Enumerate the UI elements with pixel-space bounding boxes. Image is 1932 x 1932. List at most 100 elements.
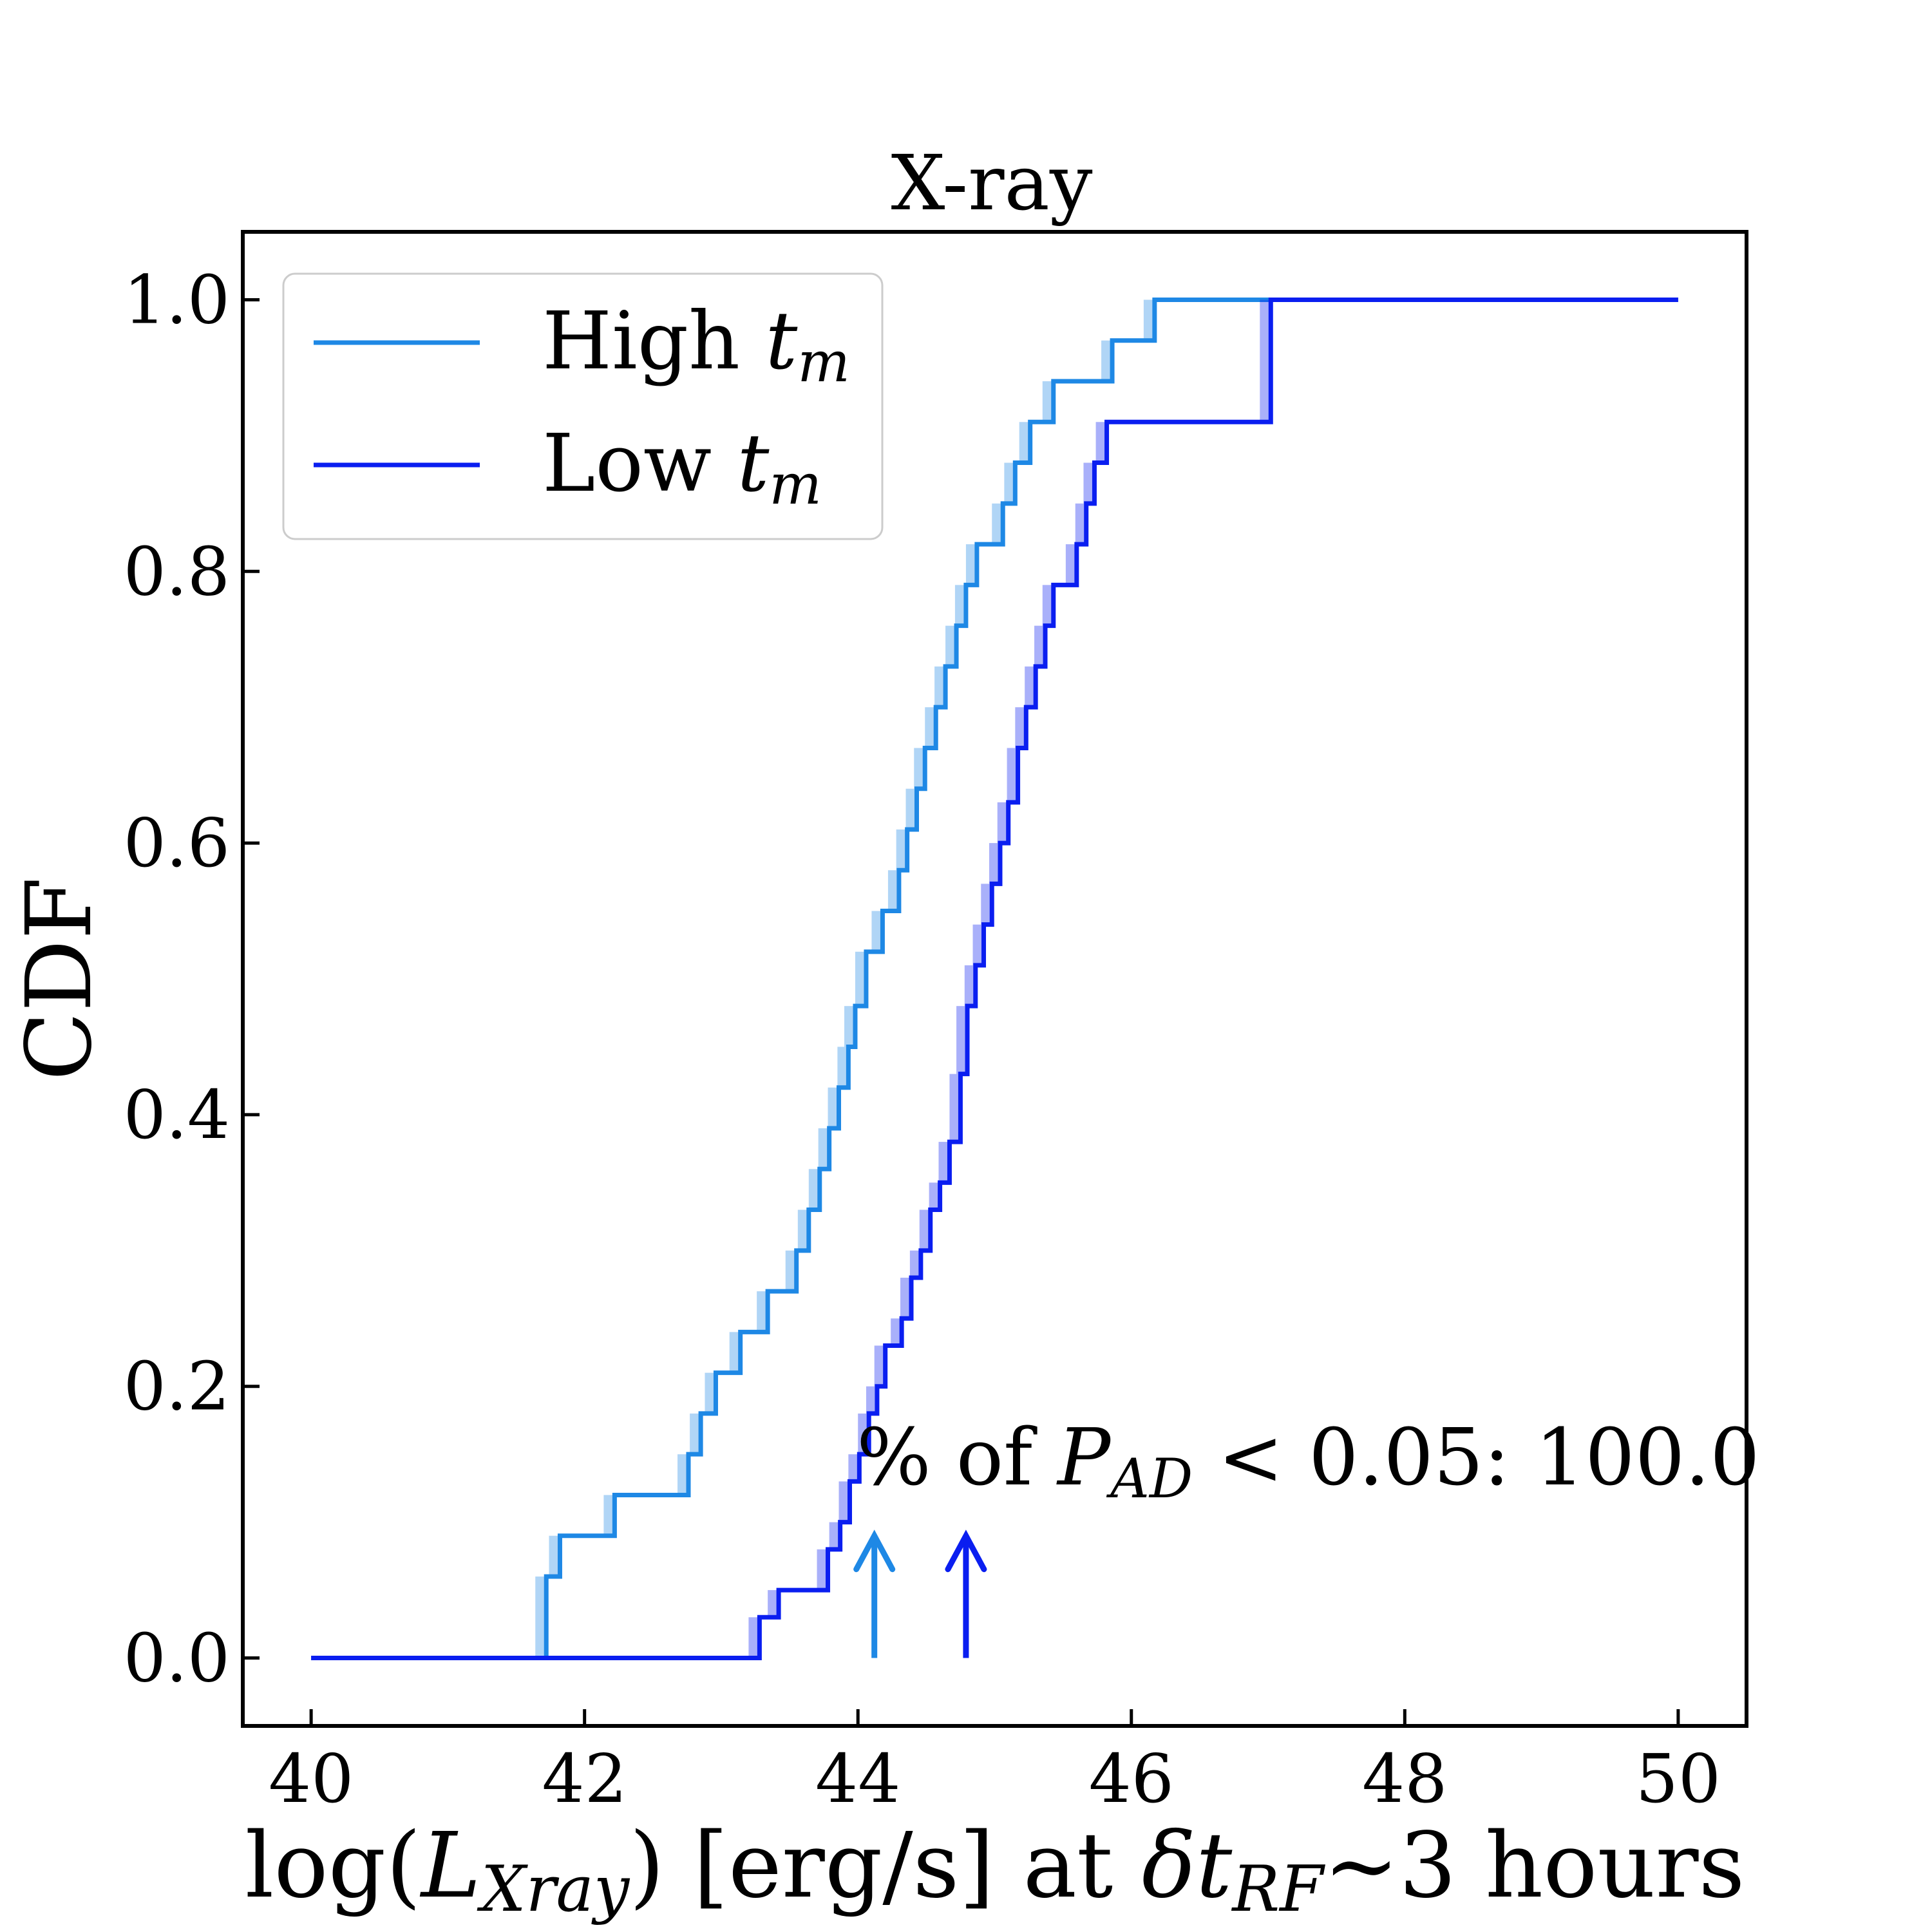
x-axis-ticks: 40 42 44 46 48 50 <box>269 1709 1721 1818</box>
x-tick-label: 48 <box>1362 1739 1447 1818</box>
cdf-band <box>900 1278 912 1319</box>
series-high <box>311 297 1678 1661</box>
x-axis-label-prefix: log( <box>245 1814 421 1918</box>
cdf-band <box>690 1413 701 1455</box>
cdf-band <box>549 1535 560 1577</box>
cdf-band <box>785 1250 797 1292</box>
cdf-band <box>1101 340 1113 381</box>
y-tick-label: 0.6 <box>124 804 230 882</box>
x-axis-label-var: L <box>419 1814 481 1918</box>
cdf-band <box>1065 544 1077 585</box>
cdf-band <box>981 884 992 925</box>
cdf-band <box>956 1006 968 1074</box>
pad-annotation-var: P <box>1056 1412 1112 1503</box>
cdf-band <box>934 666 946 708</box>
median-arrow-head <box>853 1530 896 1573</box>
x-axis-label-t-sub: RF <box>1231 1853 1325 1926</box>
series-low <box>311 297 1678 1661</box>
cdf-band <box>858 1413 869 1455</box>
cdf-band <box>1083 462 1095 504</box>
x-axis-label-suffix: ) [erg/s] at <box>629 1814 1142 1918</box>
cdf-band <box>677 1454 689 1495</box>
x-axis-label-t: t <box>1196 1814 1233 1918</box>
x-tick-label: 44 <box>815 1739 900 1818</box>
x-tick-label: 42 <box>542 1739 627 1818</box>
cdf-band <box>844 1006 855 1047</box>
x-axis-label-delta: δ <box>1142 1814 1196 1918</box>
cdf-band <box>866 1386 877 1414</box>
cdf-band <box>1019 422 1030 463</box>
legend-label-high: High tm <box>542 295 850 395</box>
cdf-band <box>965 544 977 585</box>
cdf-band <box>997 802 1009 844</box>
cdf-band <box>954 585 966 626</box>
cdf-band <box>925 707 936 748</box>
cdf-step-line <box>311 297 1678 1661</box>
y-tick-label: 0.8 <box>124 532 230 611</box>
cdf-band <box>914 748 925 789</box>
pad-annotation-suffix: < 0.05: 100.0 <box>1193 1412 1760 1503</box>
pad-annotation-prefix: % of <box>857 1412 1057 1503</box>
cdf-band <box>1007 748 1018 802</box>
pad-annotation: % of PAD < 0.05: 100.0 <box>857 1412 1760 1510</box>
cdf-band <box>1075 503 1086 545</box>
legend-label-low-var: t <box>737 417 770 510</box>
cdf-band <box>818 1128 829 1170</box>
cdf-band <box>817 1549 828 1591</box>
median-arrow-head <box>945 1530 987 1573</box>
cdf-band <box>989 843 1000 884</box>
x-tick-label: 50 <box>1636 1739 1721 1818</box>
cdf-band <box>1042 585 1054 626</box>
plot-layer <box>311 297 1678 1661</box>
cdf-band <box>1042 381 1054 422</box>
cdf-band <box>1034 625 1046 667</box>
legend-label-high-var: t <box>765 295 798 388</box>
cdf-band <box>1095 422 1107 463</box>
cdf-band <box>829 1522 840 1549</box>
cdf-band <box>838 1481 850 1522</box>
cdf-band <box>828 1087 839 1128</box>
cdf-band <box>945 625 957 667</box>
cdf-band <box>891 1318 902 1346</box>
cdf-band <box>972 924 984 965</box>
cdf-band <box>757 1291 768 1332</box>
cdf-band <box>1025 666 1036 708</box>
cdf-band <box>909 1250 921 1278</box>
cdf-band <box>768 1590 779 1618</box>
y-tick-label: 1.0 <box>124 260 230 339</box>
y-axis-label: CDF <box>7 877 112 1081</box>
cdf-band <box>729 1332 741 1373</box>
cdf-band <box>705 1372 716 1414</box>
pad-annotation-sub: AD <box>1106 1447 1193 1510</box>
axes-frame <box>241 230 1748 1728</box>
cdf-band <box>855 951 866 1007</box>
x-axis-label-var-sub: Xray <box>477 1853 630 1926</box>
legend-label-high-name: High <box>542 295 740 388</box>
cdf-band <box>1004 462 1016 504</box>
x-tick-label: 40 <box>269 1739 354 1818</box>
legend: High tm Low tm <box>282 272 884 540</box>
cdf-band <box>1260 299 1271 422</box>
cdf-band <box>837 1046 849 1088</box>
cdf-band <box>905 788 917 829</box>
cdf-band <box>1143 299 1155 341</box>
y-tick-label: 0.4 <box>124 1075 230 1154</box>
cdf-band <box>797 1209 809 1251</box>
legend-label-high-sub: m <box>797 330 850 395</box>
cdf-band <box>949 1074 961 1142</box>
cdf-band <box>992 503 1003 545</box>
cdf-band <box>848 1454 860 1482</box>
cdf-band <box>929 1182 940 1210</box>
chart-title: X-ray <box>891 138 1092 227</box>
cdf-step-line <box>311 297 1678 1661</box>
cdf-band <box>874 1345 886 1387</box>
cdf-band <box>887 870 899 911</box>
cdf-band <box>964 965 976 1007</box>
cdf-band <box>896 829 907 871</box>
legend-label-low-name: Low <box>542 417 712 510</box>
cdf-band <box>871 911 883 952</box>
y-tick-label: 0.0 <box>124 1619 230 1698</box>
cdf-band <box>808 1169 820 1210</box>
cdf-band <box>603 1495 615 1536</box>
